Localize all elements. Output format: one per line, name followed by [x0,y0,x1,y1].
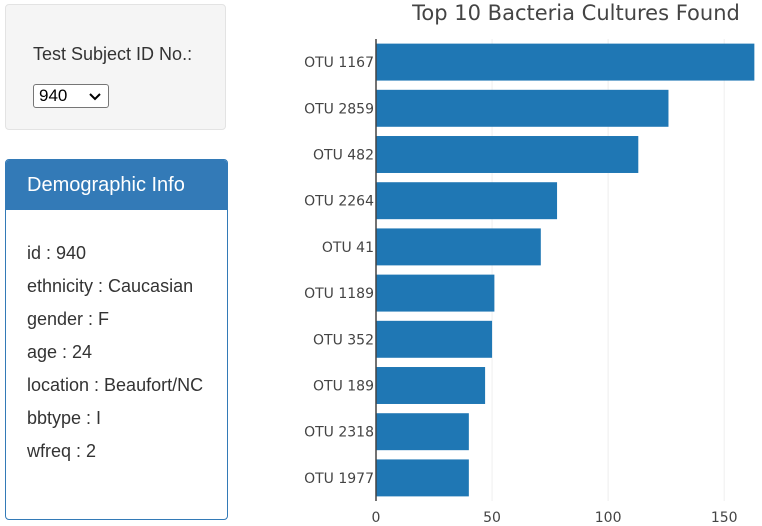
chart-title: Top 10 Bacteria Cultures Found [411,1,740,25]
y-tick-label: OTU 2318 [304,425,374,441]
bar-otu-1977 [376,459,469,497]
demographic-list: id : 940 ethnicity : Caucasian gender : F a… [6,210,227,461]
chevron-down-icon [89,93,101,101]
y-axis-labels: OTU 1167 OTU 2859 OTU 482 OTU 2264 OTU 41 OTU… [304,55,374,487]
subject-id-select[interactable]: 940 [33,84,109,108]
subject-select-value: 940 [39,86,68,105]
y-tick-label: OTU 1189 [304,286,374,302]
demographic-panel: Demographic Info id : 940 ethnicity : Cau… [5,159,228,520]
demographic-item-bbtype: bbtype : I [27,408,102,428]
demographic-item-id: id : 940 [27,243,87,263]
y-tick-label: OTU 189 [313,379,374,395]
bar-otu-352 [376,320,493,358]
y-tick-label: OTU 482 [313,148,374,164]
y-tick-label: OTU 1167 [304,55,374,71]
subject-selector-well: Test Subject ID No.: 940 [5,4,226,130]
bar-otu-2859 [376,89,669,127]
bar-otu-41 [376,228,541,266]
bar-otu-189 [376,367,486,404]
bar-otu-2264 [376,182,558,220]
bar-otu-1189 [376,274,495,312]
demographic-item-ethnicity: ethnicity : Caucasian [27,276,194,296]
x-axis-labels: 0 50 100 150 [372,510,738,526]
y-tick-label: OTU 352 [313,332,374,348]
subject-select-label: Test Subject ID No.: [33,44,193,64]
demographic-item-age: age : 24 [27,342,93,362]
y-tick-label: OTU 2859 [304,101,374,117]
y-tick-label: OTU 1977 [304,471,374,487]
bar-otu-2318 [376,413,469,451]
demographic-panel-title: Demographic Info [6,160,227,210]
x-tick-label: 0 [372,510,381,526]
y-tick-label: OTU 2264 [304,194,374,210]
x-tick-label: 150 [711,510,738,526]
bar-otu-482 [376,136,639,173]
x-tick-label: 50 [483,510,501,526]
demographic-item-location: location : Beaufort/NC [27,375,204,395]
y-tick-label: OTU 41 [322,240,374,256]
demographic-item-wfreq: wfreq : 2 [27,441,97,461]
demographic-item-gender: gender : F [27,309,110,329]
bar-otu-1167 [376,43,755,81]
x-tick-label: 100 [595,510,622,526]
chart-bars [376,43,755,497]
